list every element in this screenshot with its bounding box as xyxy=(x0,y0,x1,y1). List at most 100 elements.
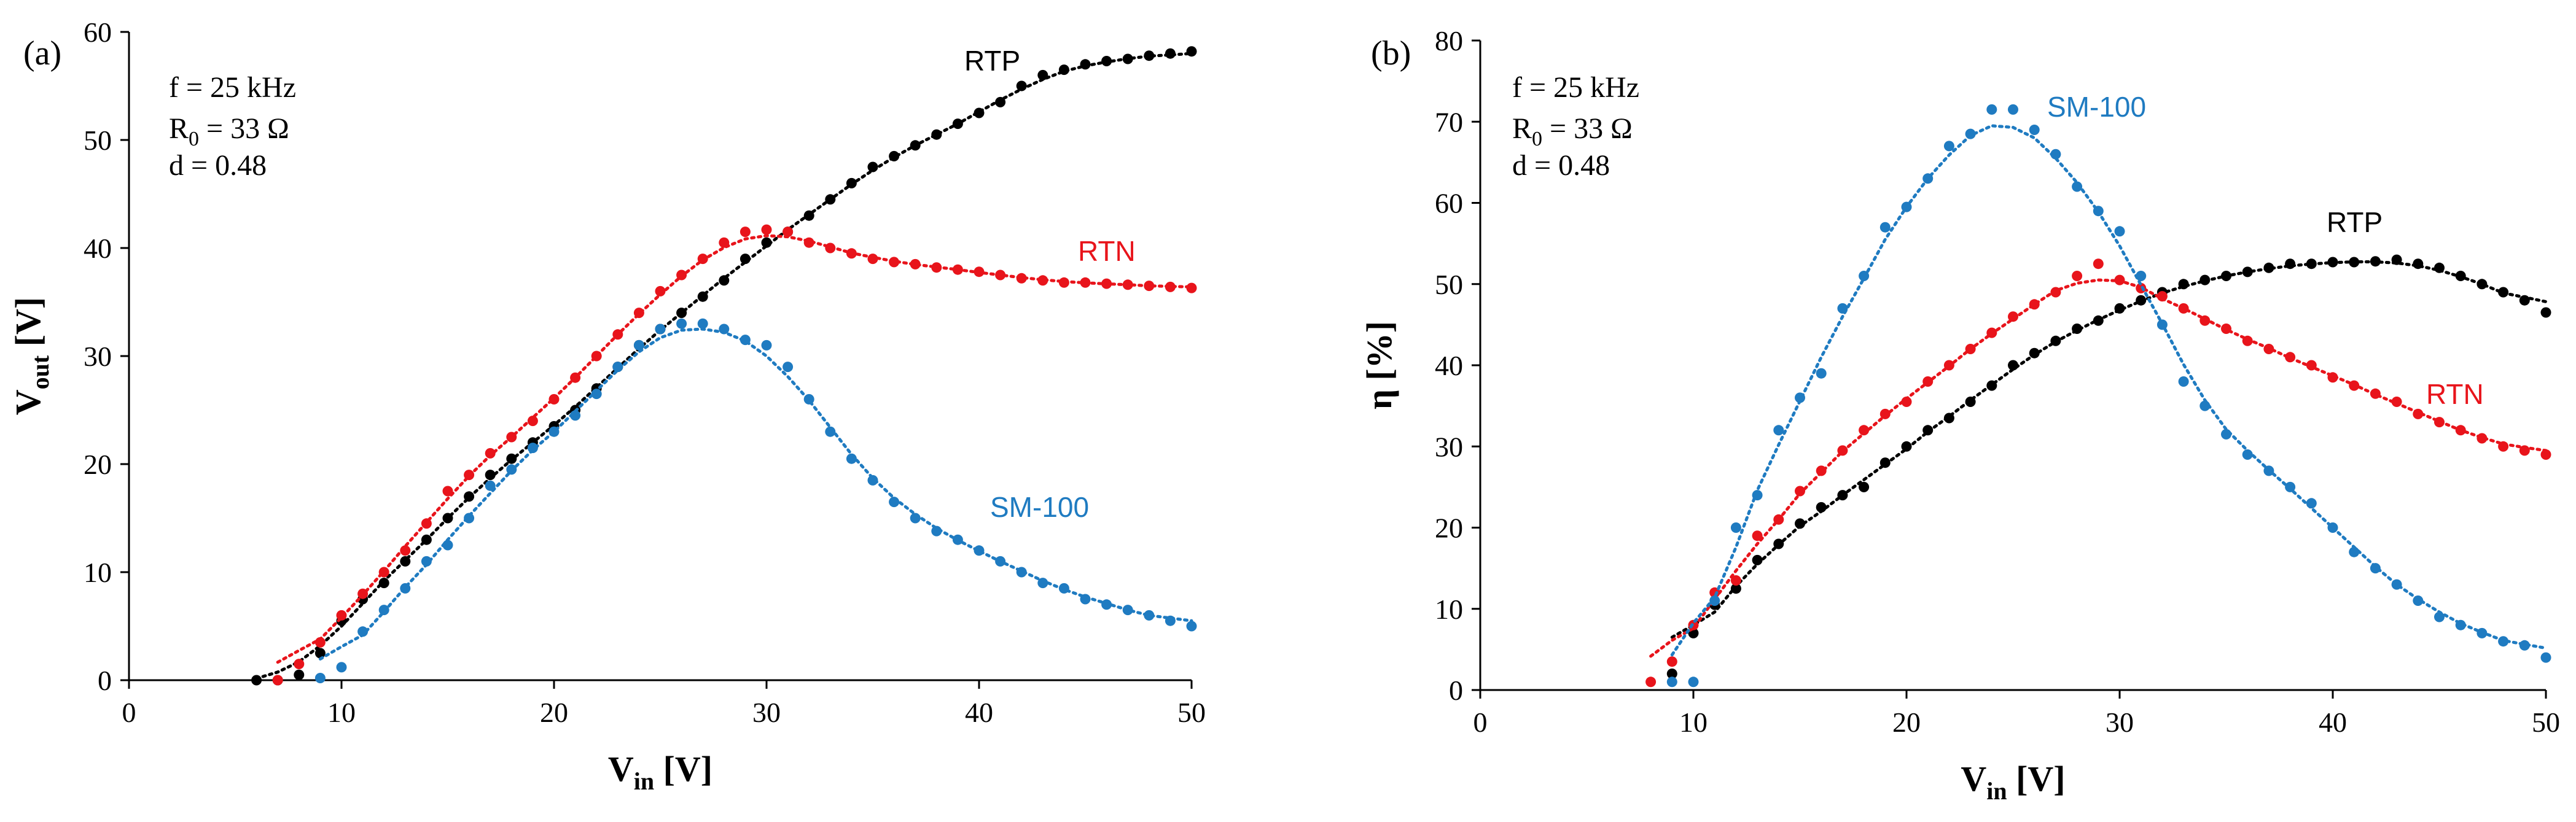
data-point-rtn xyxy=(1080,277,1091,288)
data-point-rtp xyxy=(2263,262,2274,273)
data-point-rtn xyxy=(2072,271,2083,281)
data-point-sm-100 xyxy=(591,389,602,400)
data-point-rtp xyxy=(974,107,985,118)
data-point-rtn xyxy=(825,242,836,254)
data-point-rtn xyxy=(2498,441,2509,452)
data-point-rtp xyxy=(761,237,772,248)
data-point-sm-100 xyxy=(1922,173,1934,184)
resistance-annotation: R0 = 33 Ω xyxy=(169,112,289,150)
y-tick-label: 50 xyxy=(84,125,112,156)
data-point-rtp xyxy=(910,140,921,151)
data-point-rtp xyxy=(1879,457,1891,468)
data-point-sm-100 xyxy=(1752,490,1763,501)
data-point-rtn xyxy=(1058,277,1069,288)
data-point-rtp xyxy=(1186,46,1197,57)
y-tick-label: 10 xyxy=(1435,594,1463,625)
trendline-rtp xyxy=(1670,260,2548,639)
data-point-rtn xyxy=(570,372,581,383)
y-axis-title: η [%] xyxy=(1359,321,1399,409)
data-point-rtn xyxy=(1922,376,1934,387)
data-point-sm-100 xyxy=(1037,578,1048,589)
data-point-rtn xyxy=(803,237,814,248)
series-label-sm-100: SM-100 xyxy=(2047,91,2146,123)
data-point-rtn xyxy=(761,224,772,235)
data-point-rtp xyxy=(2072,324,2083,334)
data-point-rtp xyxy=(2519,295,2530,306)
data-point-rtn xyxy=(783,227,794,238)
data-point-rtp xyxy=(2434,262,2445,273)
data-point-sm-100 xyxy=(2221,428,2231,440)
series-rtn xyxy=(1645,258,2551,688)
data-point-rtp xyxy=(314,648,326,659)
data-point-rtp xyxy=(2476,279,2488,290)
data-point-rtp xyxy=(464,491,475,502)
data-point-rtn xyxy=(1752,530,1763,541)
data-point-sm-100 xyxy=(697,318,708,329)
data-point-sm-100 xyxy=(2093,206,2104,217)
data-point-rtp xyxy=(2370,256,2381,267)
data-point-sm-100 xyxy=(442,540,453,551)
y-tick-label: 40 xyxy=(84,233,112,264)
data-point-rtn xyxy=(1144,281,1155,292)
data-point-rtp xyxy=(1122,53,1133,64)
data-point-sm-100 xyxy=(2327,522,2338,533)
duty-cycle-annotation: d = 0.48 xyxy=(1512,149,1610,182)
data-point-rtn xyxy=(2413,408,2424,419)
data-point-rtn xyxy=(1901,397,1912,407)
y-tick-label: 50 xyxy=(1435,269,1463,300)
data-point-rtn xyxy=(1645,677,1657,688)
data-point-sm-100 xyxy=(633,339,644,351)
data-point-rtp xyxy=(1165,48,1176,59)
data-point-sm-100 xyxy=(506,464,517,475)
panel-b-chart: 0 10 20 30 40 50 0 10 20 30 40 50 60 70 80 Vin [V] η [%]… xyxy=(1359,25,2560,805)
data-point-sm-100 xyxy=(846,453,857,464)
data-point-rtp xyxy=(2455,271,2466,281)
data-point-rtn xyxy=(889,257,900,268)
data-point-rtp xyxy=(251,675,262,686)
data-point-rtn xyxy=(294,659,305,670)
x-tick-label: 10 xyxy=(327,697,356,728)
data-point-rtn xyxy=(2263,344,2274,354)
data-point-sm-100 xyxy=(1709,595,1720,606)
data-point-rtp xyxy=(2349,257,2360,268)
data-point-rtn xyxy=(2156,291,2168,302)
data-point-sm-100 xyxy=(2136,271,2147,281)
data-point-rtp xyxy=(719,275,730,286)
series-label-rtn: RTN xyxy=(1078,235,1136,267)
data-point-rtn xyxy=(931,262,942,273)
data-point-rtp xyxy=(2498,287,2509,298)
data-point-sm-100 xyxy=(1016,567,1027,578)
data-point-rtn xyxy=(2349,380,2360,391)
panel-a-chart: 0 10 20 30 40 50 0 10 20 30 40 50 60 Vin [V] Vout [V] (… xyxy=(8,17,1206,795)
data-point-rtn xyxy=(1837,445,1848,456)
data-point-sm-100 xyxy=(2370,563,2381,574)
data-point-rtn xyxy=(1965,344,1976,354)
data-point-rtp xyxy=(952,118,963,130)
data-point-sm-100 xyxy=(336,662,347,673)
data-point-sm-100 xyxy=(2050,149,2061,160)
data-point-rtp xyxy=(2114,303,2125,314)
y-tick-label: 10 xyxy=(84,557,112,588)
data-point-sm-100 xyxy=(2008,104,2018,115)
data-point-sm-100 xyxy=(421,556,432,567)
panel-label: (b) xyxy=(1371,34,1411,72)
data-point-rtp xyxy=(2136,295,2147,306)
y-tick-label: 30 xyxy=(1435,431,1463,462)
data-point-sm-100 xyxy=(2391,579,2402,590)
data-point-sm-100 xyxy=(931,525,942,537)
x-tick-label: 0 xyxy=(122,697,136,728)
data-point-sm-100 xyxy=(2114,226,2125,237)
data-point-sm-100 xyxy=(1101,599,1112,610)
data-point-rtn xyxy=(1186,282,1197,293)
data-point-sm-100 xyxy=(655,324,666,335)
data-point-rtp xyxy=(1037,69,1048,80)
x-tick-label: 40 xyxy=(965,697,993,728)
data-point-rtn xyxy=(867,254,878,265)
data-point-sm-100 xyxy=(2476,627,2488,638)
data-point-rtp xyxy=(740,254,751,265)
data-point-sm-100 xyxy=(783,362,794,373)
data-point-sm-100 xyxy=(1688,677,1699,688)
data-point-sm-100 xyxy=(2285,481,2296,492)
data-point-sm-100 xyxy=(1879,222,1891,233)
data-point-sm-100 xyxy=(1986,104,1997,115)
